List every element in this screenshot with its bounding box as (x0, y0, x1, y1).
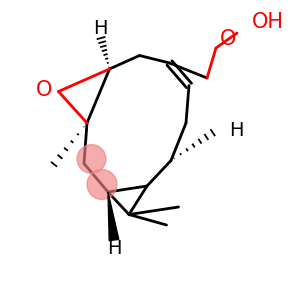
Text: OH: OH (252, 13, 284, 32)
Polygon shape (108, 192, 119, 241)
Text: O: O (36, 80, 52, 100)
Circle shape (77, 145, 106, 173)
Text: H: H (230, 121, 244, 140)
Text: H: H (107, 239, 121, 258)
Circle shape (87, 169, 117, 200)
Text: H: H (93, 19, 108, 38)
Text: O: O (220, 29, 236, 49)
